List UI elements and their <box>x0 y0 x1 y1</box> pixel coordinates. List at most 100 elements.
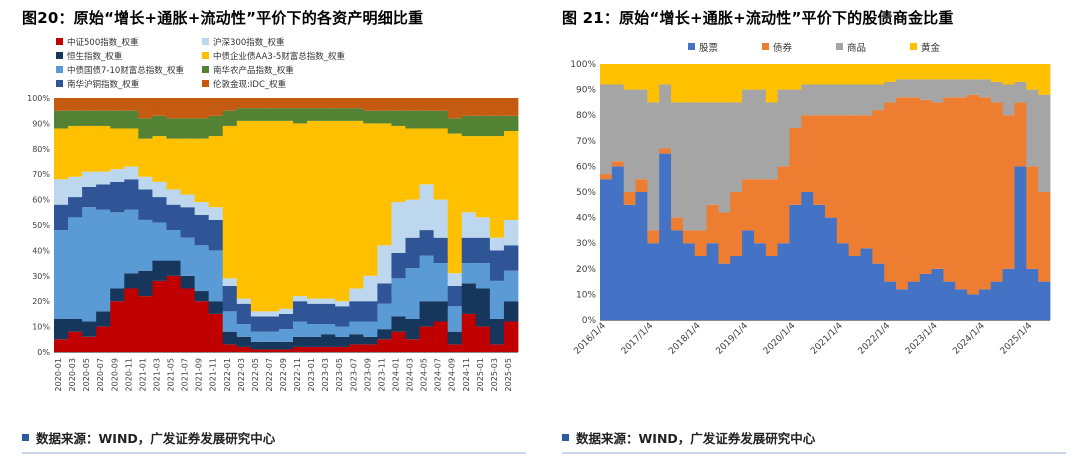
chart-segment <box>250 341 266 350</box>
chart-segment <box>730 102 743 192</box>
chart-segment <box>377 328 392 340</box>
chart-segment <box>222 278 238 286</box>
chart-segment <box>293 346 308 352</box>
chart-segment <box>447 331 463 345</box>
y-axis-label: 60% <box>576 162 596 172</box>
legend-item: 商品 <box>836 40 866 54</box>
chart-segment <box>124 209 139 274</box>
chart-segment <box>208 115 224 136</box>
chart-segment <box>503 115 519 131</box>
y-axis-label: 70% <box>32 170 50 179</box>
chart-segment <box>682 230 696 243</box>
chart-segment <box>307 336 322 347</box>
chart-segment <box>1026 268 1039 320</box>
chart-segment <box>222 344 238 352</box>
chart-segment <box>884 81 897 103</box>
chart-segment <box>293 107 308 124</box>
chart-segment <box>377 245 392 284</box>
chart-segment <box>990 281 1004 320</box>
chart-segment <box>777 166 790 243</box>
x-axis-label: 2022-07 <box>265 358 274 391</box>
chart-segment <box>1014 102 1027 167</box>
source-bullet-icon <box>22 434 29 441</box>
chart-segment <box>419 128 435 185</box>
chart-segment <box>718 102 731 213</box>
chart-segment <box>872 63 885 85</box>
legend-swatch-icon <box>202 80 210 88</box>
x-axis-label: 2023-03 <box>321 358 330 391</box>
chart-segment <box>363 300 378 322</box>
chart-segment <box>124 179 139 210</box>
chart-segment <box>194 118 210 139</box>
chart-segment <box>503 245 519 271</box>
chart-segment <box>194 201 210 215</box>
chart-segment <box>349 288 364 301</box>
chart-segment <box>250 316 266 332</box>
chart-segment <box>166 275 181 352</box>
chart-segment <box>321 303 336 324</box>
chart-segment <box>503 321 519 352</box>
chart-segment <box>377 123 392 246</box>
x-axis-label: 2022-11 <box>293 358 302 391</box>
chart-segment <box>293 300 308 322</box>
chart-segment <box>447 344 463 352</box>
legend-item: 黄金 <box>910 40 940 54</box>
chart-segment <box>110 212 125 289</box>
chart-segment <box>166 97 181 119</box>
chart-segment <box>82 110 97 126</box>
chart-segment <box>54 110 69 129</box>
chart-segment <box>391 278 406 317</box>
chart-segment <box>1038 191 1051 282</box>
chart-segment <box>293 123 308 296</box>
chart-segment <box>82 97 97 111</box>
chart-segment <box>1002 63 1015 85</box>
x-axis-label: 2024/1/4 <box>951 321 987 357</box>
chart-segment <box>321 298 336 304</box>
chart-segment <box>110 110 125 129</box>
chart-segment <box>753 242 767 320</box>
chart-segment <box>706 102 719 205</box>
chart-segment <box>377 303 392 329</box>
chart-segment <box>54 339 69 352</box>
chart-segment <box>152 280 167 352</box>
chart-segment <box>461 262 477 284</box>
chart-segment <box>600 173 613 179</box>
y-axis-label: 40% <box>576 213 596 223</box>
chart-segment <box>377 97 392 111</box>
y-axis-label: 90% <box>32 119 50 128</box>
chart-segment <box>765 102 779 179</box>
chart-segment <box>138 270 153 296</box>
chart-segment <box>363 110 378 124</box>
chart-segment <box>967 294 980 320</box>
chart-segment <box>96 110 111 126</box>
chart-segment <box>166 118 181 139</box>
source-text: 数据来源：WIND，广发证券发展研究中心 <box>36 431 276 446</box>
chart-segment <box>110 300 125 352</box>
chart-segment <box>978 289 992 320</box>
chart-segment <box>405 97 420 111</box>
chart-segment <box>307 120 322 299</box>
chart-segment <box>1002 84 1015 115</box>
chart-segment <box>96 97 111 111</box>
chart-segment <box>194 300 210 352</box>
chart-segment <box>730 63 743 103</box>
chart-segment <box>278 328 294 342</box>
chart-segment <box>278 107 294 121</box>
chart-segment <box>110 128 125 169</box>
chart-segment <box>82 186 97 207</box>
chart-segment <box>848 63 861 85</box>
x-axis-label: 2018/1/4 <box>667 321 703 357</box>
chart-segment <box>647 230 660 243</box>
chart-segment <box>250 311 266 317</box>
chart-segment <box>765 63 779 103</box>
chart-segment <box>363 336 378 345</box>
y-axis-label: 50% <box>32 221 50 230</box>
chart-segment <box>872 263 885 320</box>
chart-segment <box>978 63 992 80</box>
chart-segment <box>250 331 266 342</box>
chart-segment <box>489 318 505 345</box>
x-axis-label: 2021/1/4 <box>809 321 845 357</box>
chart-segment <box>68 110 83 126</box>
legend-item: 中债企业债AA3-5财富总指数_权重 <box>202 50 345 62</box>
chart-segment <box>475 262 491 289</box>
